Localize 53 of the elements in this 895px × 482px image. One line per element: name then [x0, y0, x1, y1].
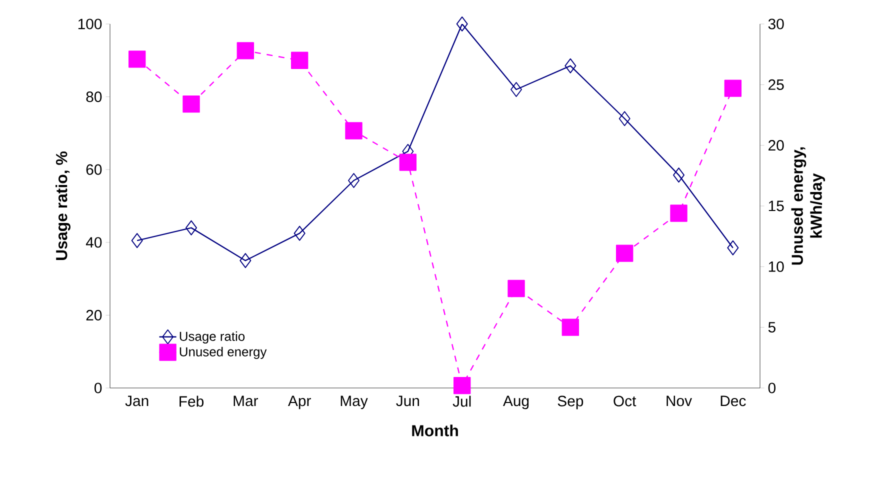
point	[618, 111, 630, 126]
y2-tick-label: 15	[768, 200, 784, 212]
x-tick-label: Feb	[180, 396, 204, 407]
x-axis-title: Month	[412, 424, 458, 436]
y-tick-label: 20	[86, 310, 102, 320]
point	[670, 204, 688, 222]
y2-tick-label: 25	[768, 79, 784, 90]
point	[182, 95, 200, 113]
y2-tick-label: 0	[768, 382, 776, 394]
point	[510, 82, 522, 98]
y2-tick-label: 30	[768, 18, 784, 30]
point	[240, 253, 252, 268]
point	[453, 376, 471, 394]
y2-tick-label: 5	[768, 322, 776, 333]
point	[562, 318, 580, 336]
point	[724, 80, 742, 97]
y-axis-title: Usage ratio, %	[56, 152, 70, 260]
y-tick-label: 40	[86, 237, 102, 248]
x-tick-label: Jul	[452, 396, 471, 407]
point	[345, 122, 362, 140]
point	[348, 173, 360, 188]
point	[616, 244, 634, 262]
point	[727, 240, 739, 256]
x-tick-label: Sep	[558, 396, 584, 410]
y-tick-label: 100	[78, 18, 102, 30]
x-tick-label: Aug	[502, 396, 529, 410]
x-tick-label: Jun	[396, 396, 420, 406]
point	[673, 168, 685, 183]
point	[128, 50, 146, 68]
x-tick-label: Dec	[720, 396, 746, 406]
x-tick-label: Nov	[666, 396, 692, 406]
point	[456, 16, 468, 32]
point	[186, 220, 198, 236]
point	[399, 154, 417, 171]
legend-label: Usage ratio	[180, 331, 245, 344]
x-tick-label: Mar	[234, 396, 258, 406]
x-tick-label: May	[340, 396, 368, 410]
point	[508, 280, 525, 298]
point	[564, 58, 576, 74]
y2-tick-label: 20	[768, 140, 784, 151]
x-tick-label: Oct	[614, 396, 636, 406]
y-tick-label: 0	[94, 382, 102, 394]
x-tick-label: Jan	[125, 396, 148, 406]
point	[290, 52, 308, 69]
point	[131, 233, 143, 248]
y2-tick-label: 10	[768, 261, 784, 272]
y2-axis-title: Unused energy, kWh/day	[791, 147, 826, 265]
point	[236, 42, 254, 60]
point	[294, 226, 306, 241]
y-tick-label: 60	[86, 164, 102, 175]
y-tick-label: 80	[86, 91, 102, 102]
legend-label: Unused energy	[180, 346, 267, 359]
x-tick-label: Apr	[288, 396, 311, 410]
